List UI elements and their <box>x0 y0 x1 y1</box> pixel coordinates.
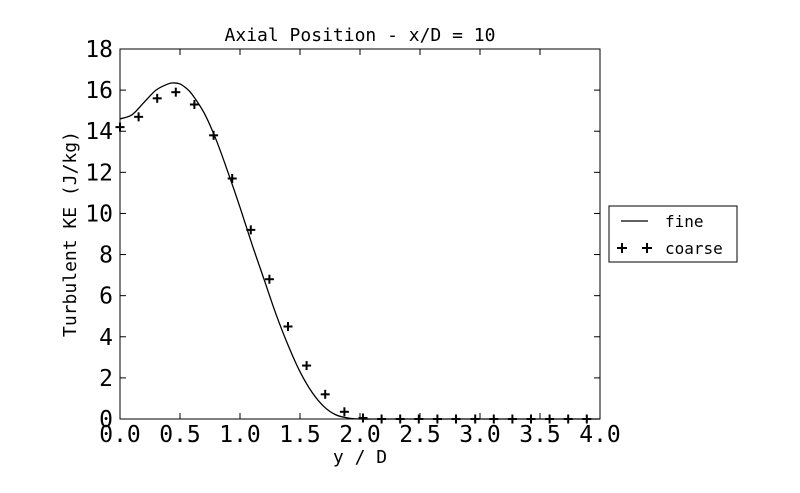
legend-coarse-swatch <box>617 243 652 253</box>
legend: fine coarse <box>608 205 738 263</box>
x-tick-label: 2.0 <box>339 422 381 448</box>
x-tick-label: 0.5 <box>159 422 201 448</box>
series-coarse-point <box>171 87 181 97</box>
y-tick-label: 2 <box>99 366 113 392</box>
y-tick-label: 0 <box>99 407 113 433</box>
x-tick-label: 4.0 <box>579 422 621 448</box>
y-tick-label: 18 <box>85 37 113 63</box>
y-tick-label: 8 <box>99 243 113 269</box>
y-axis: 0 2 4 6 8 10 12 14 16 18 <box>85 37 600 433</box>
series-coarse-point <box>264 274 274 284</box>
x-tick-label: 2.5 <box>399 422 441 448</box>
series-coarse-point <box>209 130 219 140</box>
series-coarse-point <box>246 225 256 235</box>
series-coarse-point <box>189 100 199 109</box>
y-tick-label: 16 <box>85 78 113 104</box>
legend-fine-label: fine <box>665 212 704 231</box>
x-tick-label: 3.0 <box>459 422 501 448</box>
x-axis-label: y / D <box>333 447 387 468</box>
legend-box <box>608 205 738 263</box>
chart-title: Axial Position - x/D = 10 <box>225 25 496 46</box>
series-coarse-point <box>339 407 349 417</box>
y-tick-label: 6 <box>99 284 113 310</box>
series-coarse-point <box>283 322 293 331</box>
x-tick-label: 0.0 <box>99 422 141 448</box>
y-tick-label: 10 <box>85 201 113 227</box>
series-coarse-point <box>320 389 330 399</box>
y-tick-label: 12 <box>85 160 113 186</box>
x-tick-label: 3.5 <box>519 422 561 448</box>
x-axis: 0.0 0.5 1.0 1.5 2.0 2.5 3.0 3.5 4.0 <box>99 49 621 448</box>
y-tick-label: 14 <box>85 119 113 145</box>
series-coarse-point <box>134 112 144 122</box>
series-coarse-point <box>152 93 162 103</box>
series-coarse-point <box>302 361 312 371</box>
series-coarse-point <box>227 174 237 183</box>
legend-coarse-label: coarse <box>665 239 723 258</box>
y-tick-label: 4 <box>99 325 113 351</box>
x-tick-label: 1.5 <box>279 422 321 448</box>
y-axis-label: Turbulent KE (J/kg) <box>60 131 81 337</box>
x-tick-label: 1.0 <box>219 422 261 448</box>
